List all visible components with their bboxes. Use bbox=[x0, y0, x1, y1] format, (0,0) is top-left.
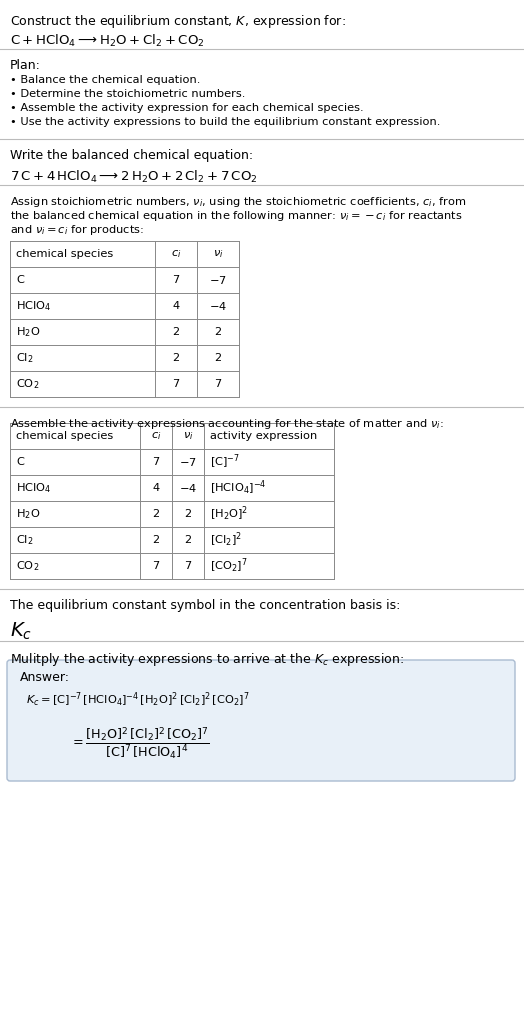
Text: 7: 7 bbox=[172, 275, 180, 285]
Text: chemical species: chemical species bbox=[16, 431, 113, 441]
Text: $[\text{HClO}_4]^{-4}$: $[\text{HClO}_4]^{-4}$ bbox=[210, 479, 266, 497]
Text: 2: 2 bbox=[152, 535, 160, 545]
Text: Assign stoichiometric numbers, $\nu_i$, using the stoichiometric coefficients, $: Assign stoichiometric numbers, $\nu_i$, … bbox=[10, 195, 466, 209]
Text: $[\text{Cl}_2]^{2}$: $[\text{Cl}_2]^{2}$ bbox=[210, 531, 242, 549]
Text: 7: 7 bbox=[172, 379, 180, 389]
Text: $\text{HClO}_4$: $\text{HClO}_4$ bbox=[16, 299, 51, 313]
Text: • Assemble the activity expression for each chemical species.: • Assemble the activity expression for e… bbox=[10, 103, 364, 113]
Text: $K_c = [\text{C}]^{-7}\,[\text{HClO}_4]^{-4}\,[\text{H}_2\text{O}]^{2}\,[\text{C: $K_c = [\text{C}]^{-7}\,[\text{HClO}_4]^… bbox=[26, 691, 249, 709]
Text: 7: 7 bbox=[184, 561, 192, 571]
Text: Construct the equilibrium constant, $K$, expression for:: Construct the equilibrium constant, $K$,… bbox=[10, 13, 346, 30]
Text: Write the balanced chemical equation:: Write the balanced chemical equation: bbox=[10, 149, 253, 162]
Text: and $\nu_i = c_i$ for products:: and $\nu_i = c_i$ for products: bbox=[10, 223, 144, 237]
Text: $\text{CO}_2$: $\text{CO}_2$ bbox=[16, 560, 39, 573]
Text: • Balance the chemical equation.: • Balance the chemical equation. bbox=[10, 75, 200, 85]
Text: 7: 7 bbox=[152, 561, 160, 571]
Text: 2: 2 bbox=[214, 353, 222, 363]
Text: $-7$: $-7$ bbox=[179, 456, 197, 468]
Text: • Determine the stoichiometric numbers.: • Determine the stoichiometric numbers. bbox=[10, 89, 245, 99]
Text: 2: 2 bbox=[214, 327, 222, 337]
Text: 2: 2 bbox=[152, 509, 160, 519]
Text: • Use the activity expressions to build the equilibrium constant expression.: • Use the activity expressions to build … bbox=[10, 117, 440, 127]
Text: activity expression: activity expression bbox=[210, 431, 317, 441]
Text: $-4$: $-4$ bbox=[179, 482, 197, 494]
Text: $\text{Cl}_2$: $\text{Cl}_2$ bbox=[16, 351, 34, 365]
Text: $\text{H}_2\text{O}$: $\text{H}_2\text{O}$ bbox=[16, 325, 40, 339]
Text: $\text{Cl}_2$: $\text{Cl}_2$ bbox=[16, 533, 34, 547]
Text: Assemble the activity expressions accounting for the state of matter and $\nu_i$: Assemble the activity expressions accoun… bbox=[10, 417, 444, 431]
Text: 2: 2 bbox=[184, 509, 192, 519]
Text: $7\,\text{C} + 4\,\text{HClO}_4 \longrightarrow 2\,\text{H}_2\text{O} + 2\,\text: $7\,\text{C} + 4\,\text{HClO}_4 \longrig… bbox=[10, 169, 258, 185]
Text: Answer:: Answer: bbox=[20, 671, 70, 684]
Text: $\text{CO}_2$: $\text{CO}_2$ bbox=[16, 377, 39, 391]
Text: the balanced chemical equation in the following manner: $\nu_i = -c_i$ for react: the balanced chemical equation in the fo… bbox=[10, 209, 463, 223]
Text: 7: 7 bbox=[152, 457, 160, 468]
Text: 4: 4 bbox=[172, 301, 180, 311]
FancyBboxPatch shape bbox=[7, 660, 515, 781]
Text: 2: 2 bbox=[172, 327, 180, 337]
Text: $= \dfrac{[\text{H}_2\text{O}]^{2}\,[\text{Cl}_2]^{2}\,[\text{CO}_2]^{7}}{[\text: $= \dfrac{[\text{H}_2\text{O}]^{2}\,[\te… bbox=[70, 725, 210, 761]
Text: 7: 7 bbox=[214, 379, 222, 389]
Text: $[\text{CO}_2]^{7}$: $[\text{CO}_2]^{7}$ bbox=[210, 557, 248, 575]
Text: $[\text{H}_2\text{O}]^{2}$: $[\text{H}_2\text{O}]^{2}$ bbox=[210, 504, 248, 523]
Text: $[\text{C}]^{-7}$: $[\text{C}]^{-7}$ bbox=[210, 453, 240, 472]
Text: chemical species: chemical species bbox=[16, 249, 113, 259]
Text: C: C bbox=[16, 457, 24, 468]
Text: $-4$: $-4$ bbox=[209, 300, 227, 312]
Text: $\nu_i$: $\nu_i$ bbox=[213, 249, 223, 260]
Text: 2: 2 bbox=[184, 535, 192, 545]
Text: $\text{HClO}_4$: $\text{HClO}_4$ bbox=[16, 481, 51, 495]
Text: 2: 2 bbox=[172, 353, 180, 363]
Text: $K_c$: $K_c$ bbox=[10, 621, 32, 642]
Text: $\text{C} + \text{HClO}_4 \longrightarrow \text{H}_2\text{O} + \text{Cl}_2 + \te: $\text{C} + \text{HClO}_4 \longrightarro… bbox=[10, 33, 205, 49]
Text: $\nu_i$: $\nu_i$ bbox=[183, 430, 193, 442]
Text: $-7$: $-7$ bbox=[209, 274, 227, 286]
Text: $\text{H}_2\text{O}$: $\text{H}_2\text{O}$ bbox=[16, 507, 40, 521]
Text: Mulitply the activity expressions to arrive at the $K_c$ expression:: Mulitply the activity expressions to arr… bbox=[10, 651, 405, 668]
Text: 4: 4 bbox=[152, 483, 160, 493]
Text: $c_i$: $c_i$ bbox=[171, 249, 181, 260]
Text: The equilibrium constant symbol in the concentration basis is:: The equilibrium constant symbol in the c… bbox=[10, 599, 400, 612]
Text: Plan:: Plan: bbox=[10, 59, 41, 72]
Text: $c_i$: $c_i$ bbox=[151, 430, 161, 442]
Text: C: C bbox=[16, 275, 24, 285]
